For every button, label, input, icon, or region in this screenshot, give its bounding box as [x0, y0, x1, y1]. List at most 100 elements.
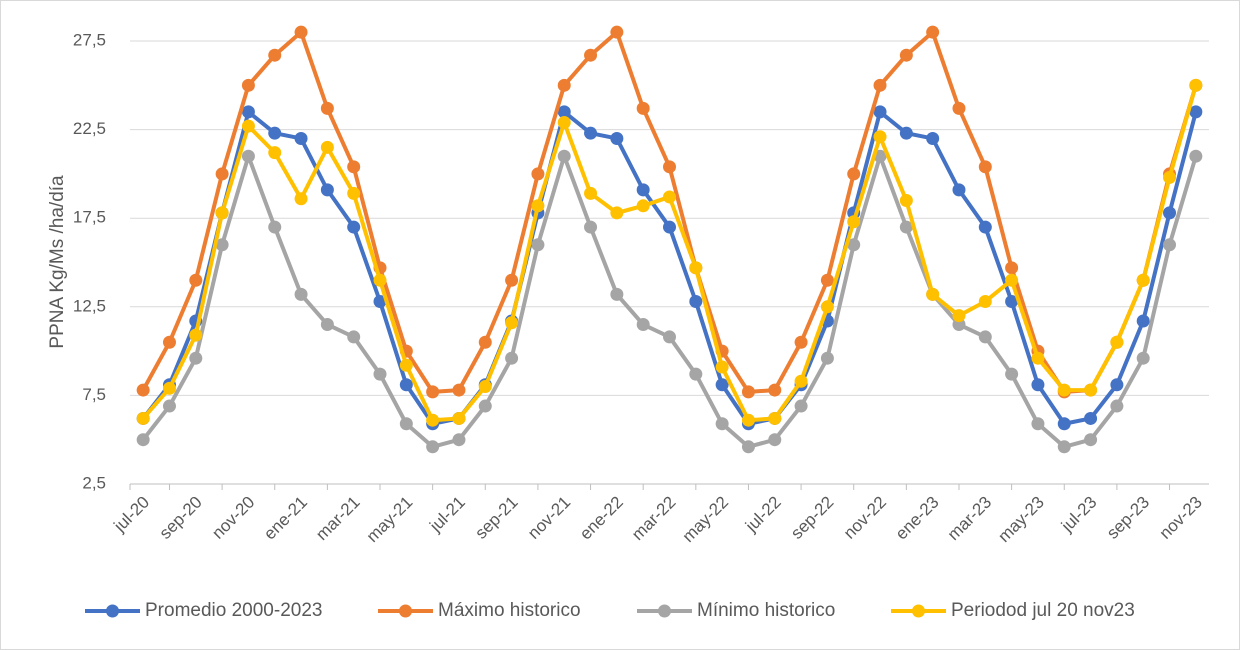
- data-point: [741, 385, 755, 399]
- data-point: [1136, 273, 1150, 287]
- data-point: [505, 316, 519, 330]
- data-point: [320, 140, 334, 154]
- data-point: [926, 25, 940, 39]
- legend-marker: [658, 604, 671, 618]
- data-point: [1110, 399, 1124, 413]
- data-point: [1084, 411, 1098, 425]
- data-point: [136, 433, 150, 447]
- data-point: [636, 199, 650, 213]
- data-point: [1084, 383, 1098, 397]
- data-point: [768, 433, 782, 447]
- data-point: [531, 167, 545, 181]
- data-point: [478, 335, 492, 349]
- data-point: [426, 385, 440, 399]
- data-point: [899, 220, 913, 234]
- legend-marker: [912, 604, 925, 618]
- data-point: [926, 131, 940, 145]
- data-point: [1005, 273, 1019, 287]
- y-tick-label: 17,5: [73, 208, 106, 227]
- data-point: [663, 160, 676, 174]
- data-point: [689, 261, 703, 275]
- data-point: [978, 330, 992, 344]
- data-point: [584, 186, 598, 200]
- data-point: [1031, 378, 1045, 392]
- data-point: [399, 417, 413, 431]
- data-point: [663, 330, 676, 344]
- data-point: [1057, 440, 1071, 454]
- data-point: [347, 186, 361, 200]
- data-point: [452, 383, 466, 397]
- data-point: [241, 119, 255, 133]
- data-point: [899, 48, 913, 62]
- data-point: [715, 378, 729, 392]
- data-point: [873, 78, 887, 92]
- data-point: [373, 294, 387, 308]
- data-point: [794, 335, 808, 349]
- y-tick-label: 27,5: [73, 31, 106, 50]
- series: [136, 78, 1203, 427]
- data-point: [189, 351, 203, 365]
- data-point: [215, 238, 229, 252]
- data-point: [978, 220, 992, 234]
- data-point: [1189, 105, 1203, 119]
- data-point: [820, 300, 834, 314]
- data-point: [162, 335, 176, 349]
- data-point: [241, 78, 255, 92]
- data-point: [1005, 294, 1019, 308]
- data-point: [1084, 433, 1098, 447]
- data-point: [794, 399, 808, 413]
- data-point: [926, 287, 940, 301]
- data-point: [452, 411, 466, 425]
- data-point: [162, 399, 176, 413]
- data-point: [873, 105, 887, 119]
- data-point: [189, 273, 203, 287]
- data-point: [610, 25, 624, 39]
- data-point: [1136, 351, 1150, 365]
- y-axis-label: PPNA Kg/Ms /ha/día: [47, 175, 68, 349]
- data-point: [1189, 149, 1203, 163]
- data-point: [426, 413, 440, 427]
- data-point: [978, 160, 992, 174]
- data-point: [347, 330, 361, 344]
- data-point: [347, 220, 361, 234]
- data-point: [978, 294, 992, 308]
- data-point: [294, 25, 308, 39]
- data-point: [162, 381, 176, 395]
- data-point: [663, 220, 676, 234]
- data-point: [452, 433, 466, 447]
- data-point: [241, 105, 255, 119]
- data-point: [610, 206, 624, 220]
- data-point: [610, 287, 624, 301]
- data-point: [847, 167, 861, 181]
- legend-label: Promedio 2000-2023: [145, 600, 322, 621]
- data-point: [689, 294, 703, 308]
- data-point: [741, 413, 755, 427]
- data-point: [505, 273, 519, 287]
- data-point: [794, 374, 808, 388]
- data-point: [241, 149, 255, 163]
- data-point: [952, 101, 966, 115]
- data-point: [1189, 78, 1203, 92]
- data-point: [952, 309, 966, 323]
- data-point: [531, 238, 545, 252]
- data-point: [820, 351, 834, 365]
- data-point: [1031, 351, 1045, 365]
- data-point: [584, 220, 598, 234]
- data-point: [847, 238, 861, 252]
- data-point: [294, 131, 308, 145]
- data-point: [715, 360, 729, 374]
- data-point: [584, 48, 598, 62]
- data-point: [1163, 238, 1177, 252]
- data-point: [505, 351, 519, 365]
- data-point: [636, 318, 650, 332]
- data-point: [636, 101, 650, 115]
- data-point: [557, 105, 571, 119]
- data-point: [1005, 367, 1019, 381]
- legend-label: Máximo historico: [438, 600, 581, 621]
- data-point: [478, 399, 492, 413]
- data-point: [952, 183, 966, 197]
- data-point: [373, 273, 387, 287]
- data-point: [268, 220, 282, 234]
- data-point: [715, 417, 729, 431]
